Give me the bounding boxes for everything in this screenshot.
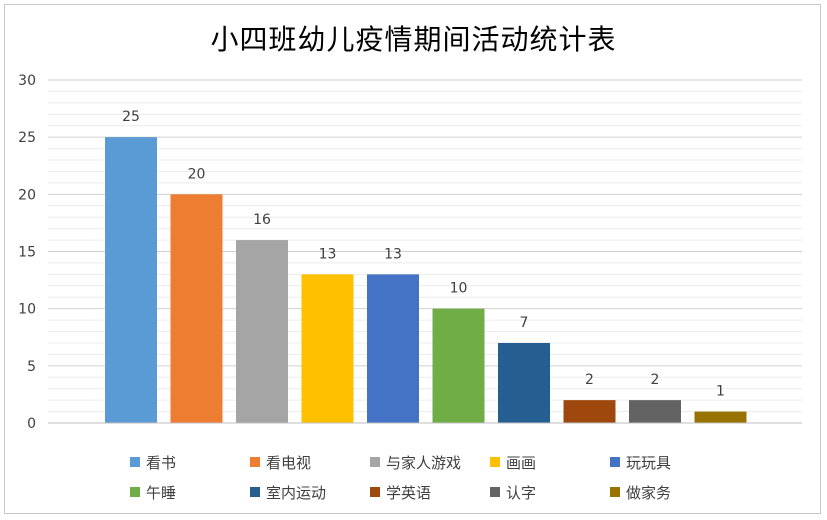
legend-label: 与家人游戏 <box>386 453 462 472</box>
data-label: 7 <box>520 315 529 331</box>
legend-swatch <box>370 457 380 467</box>
y-tick-label: 5 <box>27 359 36 375</box>
legend-swatch <box>130 457 140 467</box>
bar-6 <box>432 308 485 423</box>
legend-label: 做家务 <box>626 483 672 502</box>
legend-item: 看电视 <box>250 452 370 472</box>
legend-item: 认字 <box>490 482 610 502</box>
legend-label: 学英语 <box>386 483 432 502</box>
bar-7 <box>498 342 550 423</box>
data-label: 10 <box>450 281 468 297</box>
y-tick-label: 15 <box>18 245 36 261</box>
legend-swatch <box>490 457 500 467</box>
legend-item: 与家人游戏 <box>370 452 490 472</box>
legend-label: 认字 <box>506 483 537 502</box>
bar-4 <box>301 274 354 423</box>
y-tick-label: 10 <box>18 302 36 318</box>
legend-swatch <box>610 487 620 497</box>
legend-label: 室内运动 <box>266 483 327 502</box>
bar-8 <box>563 400 616 423</box>
legend-item: 室内运动 <box>250 482 370 502</box>
bar-10 <box>694 411 747 423</box>
bar-9 <box>629 400 681 423</box>
legend-label: 看书 <box>146 453 177 472</box>
legend-item: 学英语 <box>370 482 490 502</box>
legend-item: 做家务 <box>610 482 730 502</box>
legend-item: 玩玩具 <box>610 452 730 472</box>
data-label: 20 <box>188 166 206 182</box>
data-label: 25 <box>122 109 140 125</box>
data-label: 13 <box>319 246 337 262</box>
chart-title: 小四班幼儿疫情期间活动统计表 <box>210 23 617 56</box>
data-label: 2 <box>651 372 660 388</box>
y-tick-label: 20 <box>18 187 36 203</box>
bar-1 <box>105 137 157 423</box>
chart-legend: 看书 看电视 与家人游戏 画画 玩玩具午睡 室内运动 学英语 认字 做家务 <box>130 452 770 502</box>
legend-swatch <box>250 487 260 497</box>
legend-label: 午睡 <box>146 483 177 502</box>
data-label: 16 <box>253 212 271 228</box>
legend-swatch <box>610 457 620 467</box>
y-tick-label: 30 <box>18 73 36 89</box>
legend-swatch <box>250 457 260 467</box>
legend-label: 看电视 <box>266 453 312 472</box>
bar-3 <box>236 240 288 423</box>
y-tick-label: 0 <box>27 416 36 432</box>
legend-item: 看书 <box>130 452 250 472</box>
legend-swatch <box>370 487 380 497</box>
data-label: 2 <box>585 372 594 388</box>
legend-swatch <box>490 487 500 497</box>
data-label: 1 <box>716 384 725 400</box>
bar-2 <box>170 194 223 423</box>
bar-5 <box>367 274 419 423</box>
legend-item: 午睡 <box>130 482 250 502</box>
legend-label: 玩玩具 <box>626 453 672 472</box>
y-tick-label: 25 <box>18 130 36 146</box>
legend-label: 画画 <box>506 453 537 472</box>
data-label: 13 <box>384 246 402 262</box>
legend-swatch <box>130 487 140 497</box>
legend-item: 画画 <box>490 452 610 472</box>
